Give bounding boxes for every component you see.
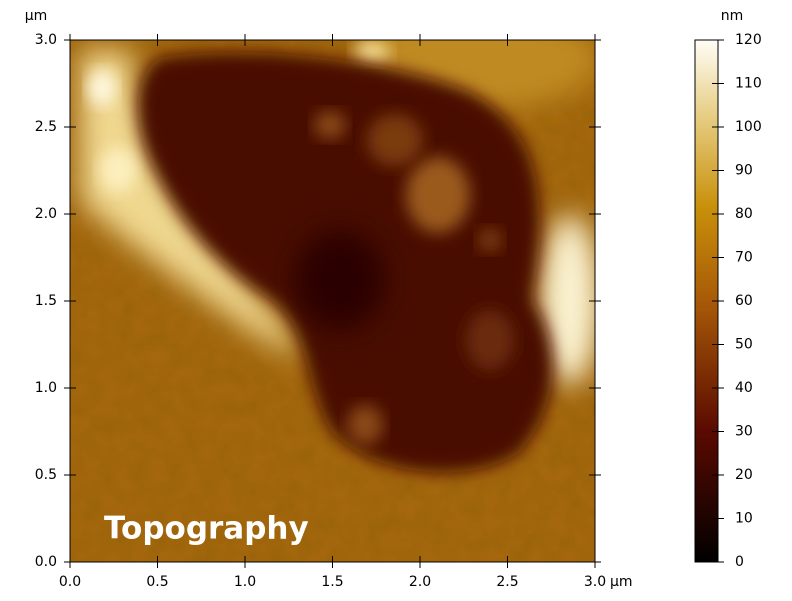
- colorbar-tick-label: 0: [735, 554, 744, 570]
- colorbar-tick-label: 120: [735, 32, 762, 48]
- x-unit: µm: [610, 574, 633, 590]
- colorbar-tick-label: 40: [735, 380, 753, 396]
- image-label: Topography: [104, 511, 309, 547]
- colorbar-tick-label: 50: [735, 337, 753, 353]
- colorbar-tick-label: 20: [735, 467, 753, 483]
- x-tick-label: 0.0: [59, 574, 81, 590]
- y-tick-label: 1.0: [35, 380, 57, 396]
- colorbar-tick-label: 60: [735, 293, 753, 309]
- x-tick-label: 2.0: [409, 574, 431, 590]
- afm-figure: Topography µm nm 0.00.51.01.52.02.53.0µm…: [0, 0, 792, 597]
- x-tick-label: 3.0: [584, 574, 606, 590]
- colorbar-unit: nm: [721, 8, 744, 24]
- y-tick-label: 2.5: [35, 119, 57, 135]
- x-tick-label: 0.5: [146, 574, 168, 590]
- colorbar-tick-label: 90: [735, 163, 753, 179]
- x-tick-label: 2.5: [496, 574, 518, 590]
- y-tick-label: 3.0: [35, 32, 57, 48]
- y-tick-label: 2.0: [35, 206, 57, 222]
- colorbar-tick-label: 80: [735, 206, 753, 222]
- y-unit: µm: [25, 8, 48, 24]
- y-tick-label: 0.5: [35, 467, 57, 483]
- colorbar-tick-label: 30: [735, 424, 753, 440]
- x-tick-label: 1.5: [321, 574, 343, 590]
- y-tick-label: 1.5: [35, 293, 57, 309]
- y-tick-label: 0.0: [35, 554, 57, 570]
- topography-image: [70, 10, 600, 562]
- colorbar-tick-label: 110: [735, 76, 762, 92]
- x-tick-label: 1.0: [234, 574, 256, 590]
- colorbar-tick-label: 10: [735, 511, 753, 527]
- colorbar-tick-label: 70: [735, 250, 753, 266]
- colorbar-tick-label: 100: [735, 119, 762, 135]
